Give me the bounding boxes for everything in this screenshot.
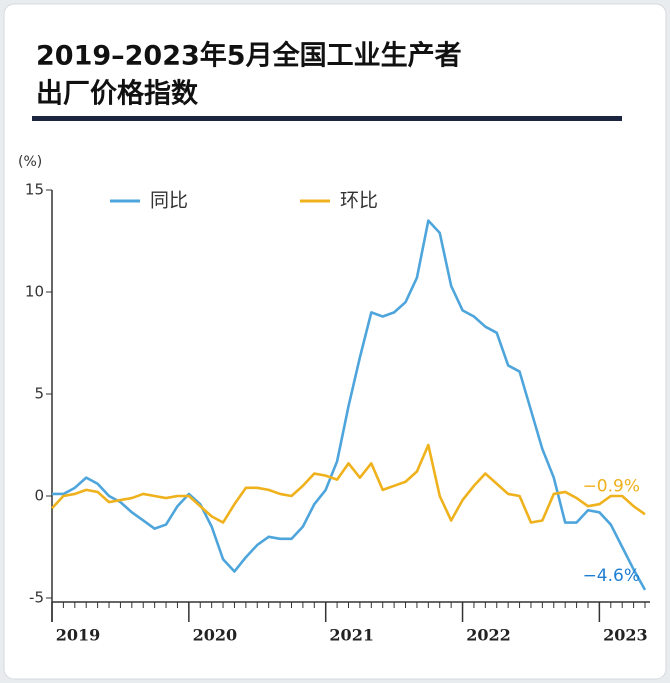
legend-label: 环比 — [340, 190, 378, 212]
title-rule — [32, 116, 622, 121]
y-tick-label: 15 — [25, 181, 44, 199]
card — [3, 3, 667, 680]
x-tick-label: 2023 — [603, 626, 648, 645]
y-tick-label: 10 — [25, 283, 44, 301]
legend-label: 同比 — [150, 190, 188, 212]
x-tick-label: 2021 — [329, 626, 374, 645]
chart-title: 出厂价格指数 — [36, 79, 199, 110]
series-line — [51, 443, 646, 524]
chart-title: 2019–2023年5月全国工业生产者 — [36, 40, 462, 72]
y-tick-label: -5 — [29, 589, 44, 607]
x-tick-label: 2020 — [193, 626, 238, 645]
end-label: −0.9% — [583, 476, 640, 496]
end-label: −4.6% — [583, 566, 640, 586]
x-tick-label: 2022 — [466, 626, 511, 645]
x-tick-label: 2019 — [56, 626, 101, 645]
y-axis-label: (%) — [18, 154, 42, 170]
y-tick-label: 5 — [34, 385, 44, 403]
y-tick-label: 0 — [34, 487, 44, 505]
series-line — [52, 219, 647, 591]
